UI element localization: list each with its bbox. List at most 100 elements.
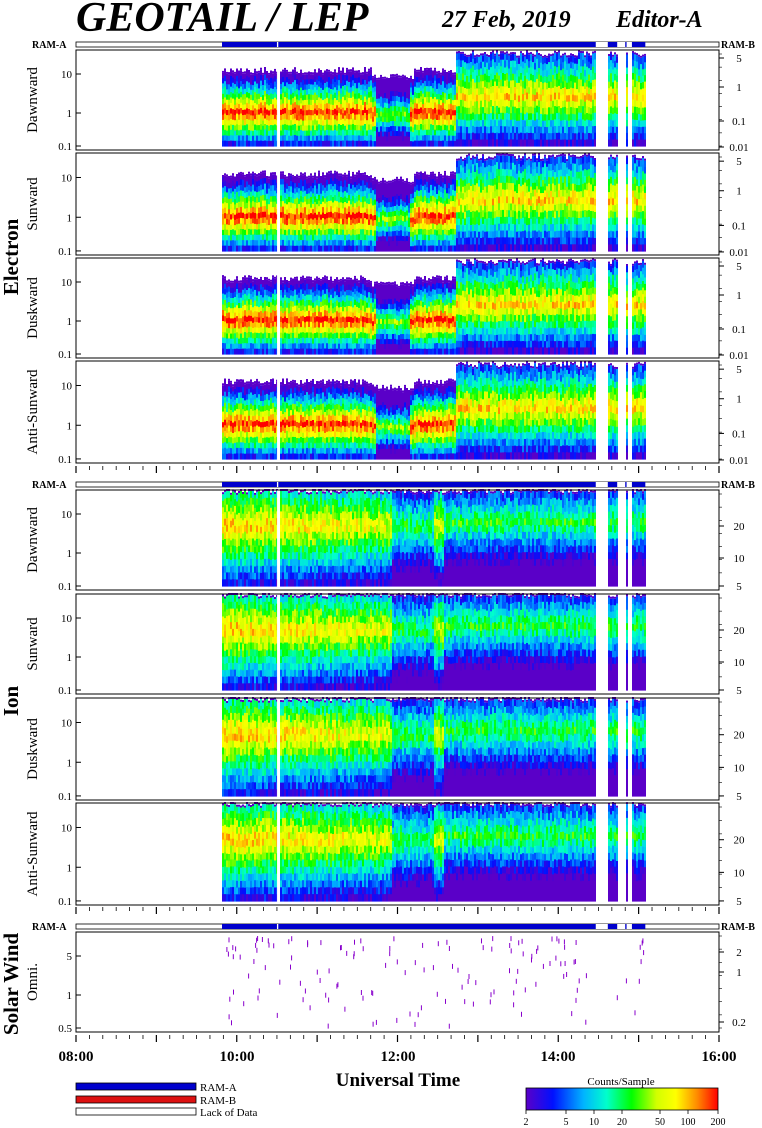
heatmap-cell [520,113,522,120]
heatmap-cell [470,120,472,127]
ram-bar-electron: RAM-A RAM-B [32,40,755,51]
heatmap-cell [370,67,372,69]
heatmap-cell [316,100,318,106]
heatmap-cell [458,53,460,60]
heatmap-cell [388,78,390,80]
heatmap-cell [304,95,306,101]
heatmap-cell [498,127,500,134]
heatmap-cell [580,66,582,73]
heatmap-cell [360,90,362,96]
heatmap-cell [322,126,324,132]
heatmap-cell [376,141,378,146]
heatmap-cell [442,119,444,125]
heatmap-cell [224,173,226,175]
heatmap-cell [378,137,380,142]
heatmap-cell [494,101,496,108]
heatmap-cell [230,87,232,93]
heatmap-cell [338,75,340,81]
heatmap-cell [408,85,410,90]
heatmap-cell [302,116,304,122]
heatmap-cell [484,54,486,61]
heatmap-cell [316,141,318,147]
heatmap-cell [234,125,236,131]
heatmap-cell [232,88,234,94]
heatmap-cell [608,56,610,63]
heatmap-cell [496,119,498,126]
heatmap-cell [404,112,406,118]
heatmap-cell [234,79,236,85]
heatmap-cell [540,76,542,83]
heatmap-cell [626,74,628,81]
heatmap-cell [566,121,568,128]
heatmap-cell [502,80,504,87]
heatmap-cell [506,51,508,53]
heatmap-cell [450,70,452,72]
heatmap-cell [518,58,520,65]
heatmap-cell [488,70,490,77]
heatmap-cell [414,124,416,130]
heatmap-cell [380,97,382,103]
heatmap-cell [384,141,386,146]
heatmap-cell [352,75,354,81]
heatmap-cell [500,139,502,146]
heatmap-cell [450,130,452,136]
heatmap-cell [512,107,514,114]
heatmap-cell [432,99,434,105]
heatmap-cell [642,82,644,89]
heatmap-cell [520,80,522,87]
heatmap-cell [320,120,322,126]
heatmap-cell [556,87,558,94]
heatmap-cell [530,94,532,101]
heatmap-cell [420,113,422,119]
heatmap-cell [444,83,446,89]
heatmap-cell [272,89,274,95]
heatmap-cell [408,141,410,146]
heatmap-cell [580,51,582,53]
heatmap-cell [468,101,470,108]
ram-gap [596,482,608,487]
heatmap-cell [478,127,480,134]
heatmap-cell [448,141,450,147]
heatmap-cell [348,109,350,115]
heatmap-cell [632,113,634,120]
heatmap-cell [234,105,236,111]
heatmap-cell [244,115,246,121]
heatmap-cell [234,115,236,121]
heatmap-cell [566,102,568,109]
heatmap-cell [400,136,402,142]
heatmap-cell [590,76,592,83]
heatmap-cell [510,133,512,140]
heatmap-cell [492,51,494,53]
heatmap-cell [446,95,448,101]
panel-y-label: Dawnward [25,67,41,133]
heatmap-cell [558,73,560,80]
heatmap-cell [580,126,582,133]
heatmap-cell [634,68,636,75]
heatmap-cell [632,60,634,67]
heatmap-cell [532,127,534,134]
heatmap-cell [242,84,244,90]
heatmap-cell [422,71,424,73]
heatmap-cell [254,135,256,141]
heatmap-cell [248,135,250,141]
heatmap-cell [434,135,436,141]
heatmap-cell [324,104,326,110]
heatmap-cell [508,56,510,63]
heatmap-cell [254,130,256,136]
heatmap-cell [470,56,472,63]
heatmap-cell [272,73,274,79]
heatmap-cell [234,84,236,90]
heatmap-cell [578,99,580,106]
heatmap-cell [406,103,408,108]
heatmap-cell [362,120,364,126]
heatmap-cell [488,133,490,140]
heatmap-cell [640,108,642,115]
heatmap-cell [450,125,452,131]
heatmap-cell [376,132,378,137]
heatmap-cell [416,88,418,94]
heatmap-cell [228,74,230,80]
heatmap-cell [480,75,482,82]
heatmap-cell [260,81,262,87]
heatmap-cell [320,93,322,99]
heatmap-cell [270,115,272,121]
